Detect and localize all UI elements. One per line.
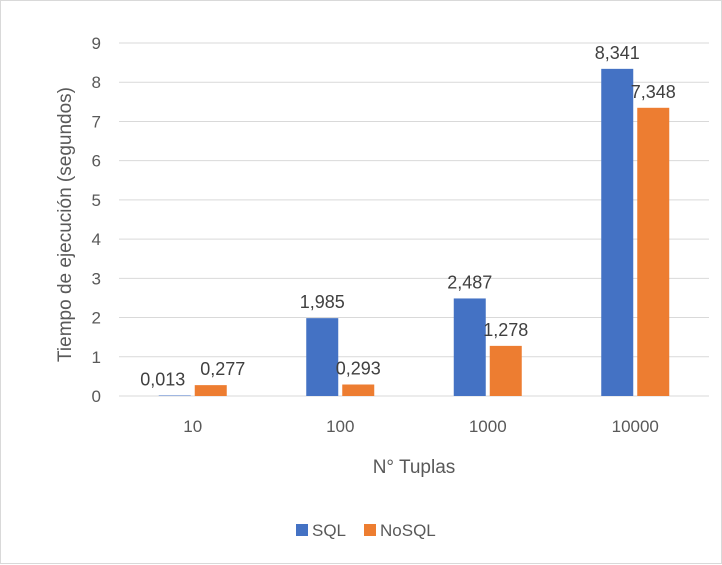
data-label-nosql-10000: 7,348 — [631, 82, 676, 102]
y-axis-ticks: 0 1 2 3 4 5 6 7 8 9 — [92, 34, 101, 406]
bar-nosql-1000 — [489, 345, 522, 396]
data-label-nosql-100: 0,293 — [336, 359, 381, 379]
y-tick-label: 0 — [92, 387, 101, 406]
y-tick-label: 9 — [92, 34, 101, 53]
data-labels: 0,013 0,277 1,985 0,293 2,487 1,278 8,341 7,348 — [140, 43, 676, 390]
x-tick-label: 10000 — [612, 417, 659, 436]
y-tick-label: 1 — [92, 348, 101, 367]
x-tick-label: 100 — [326, 417, 354, 436]
gridlines — [119, 42, 709, 397]
legend-label-nosql: NoSQL — [380, 521, 436, 540]
y-axis-title: Tiempo de ejecución (segundos) — [55, 87, 76, 362]
data-label-nosql-10: 0,277 — [200, 359, 245, 379]
bar-sql-10 — [158, 395, 191, 396]
bar-sql-100 — [306, 318, 339, 396]
bars — [158, 68, 670, 397]
bar-nosql-100 — [342, 384, 375, 396]
x-tick-label: 1000 — [469, 417, 507, 436]
legend: SQL NoSQL — [296, 521, 436, 540]
bar-sql-1000 — [453, 298, 486, 396]
bar-nosql-10 — [194, 385, 227, 396]
x-axis-categories: 10 100 1000 10000 — [183, 417, 659, 436]
bar-sql-10000 — [601, 68, 634, 396]
data-label-sql-10: 0,013 — [140, 369, 185, 389]
bar-nosql-10000 — [637, 107, 670, 397]
legend-label-sql: SQL — [312, 521, 346, 540]
y-tick-label: 2 — [92, 309, 101, 328]
data-label-sql-100: 1,985 — [300, 292, 345, 312]
y-tick-label: 7 — [92, 112, 101, 131]
y-tick-label: 6 — [92, 152, 101, 171]
legend-swatch-nosql — [364, 524, 376, 536]
data-label-sql-10000: 8,341 — [595, 43, 640, 63]
y-tick-label: 4 — [92, 230, 101, 249]
y-tick-label: 8 — [92, 73, 101, 92]
data-label-nosql-1000: 1,278 — [483, 320, 528, 340]
x-axis-title: N° Tuplas — [373, 457, 456, 478]
x-tick-label: 10 — [183, 417, 202, 436]
legend-swatch-sql — [296, 524, 308, 536]
data-label-sql-1000: 2,487 — [447, 272, 492, 292]
y-tick-label: 5 — [92, 191, 101, 210]
y-tick-label: 3 — [92, 269, 101, 288]
